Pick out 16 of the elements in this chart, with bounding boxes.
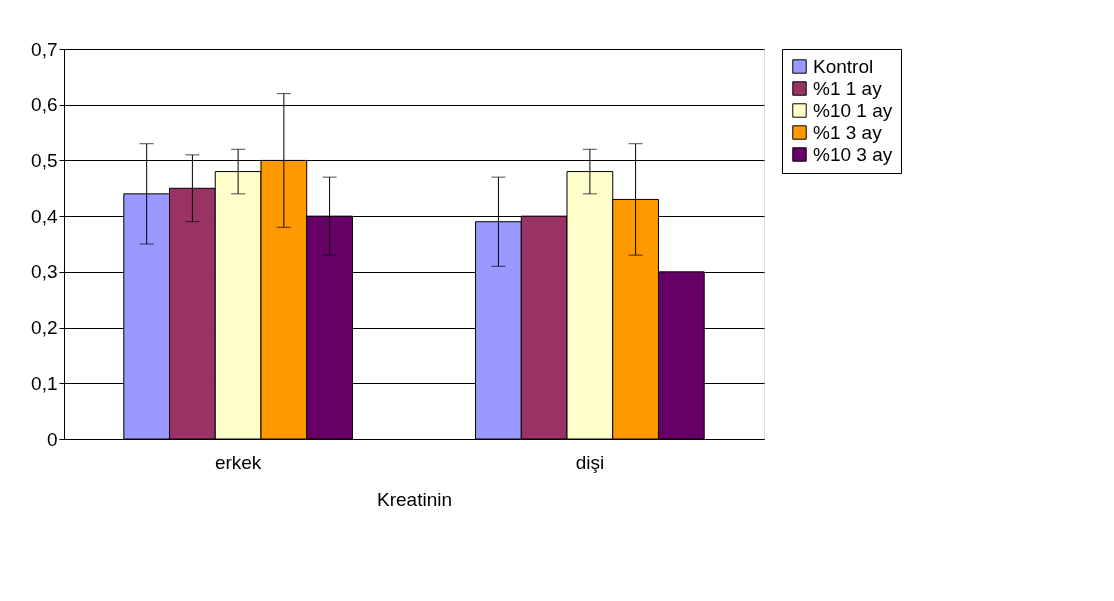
y-tick-label: 0 (46, 428, 58, 450)
y-tick-label: 0,6 (31, 94, 58, 116)
legend-label: %1 1 ay (813, 77, 883, 99)
legend-label: %1 3 ay (813, 121, 883, 143)
y-tick-label: 0,3 (31, 261, 58, 283)
y-tick-label: 0,7 (31, 38, 58, 60)
y-tick-label: 0,4 (31, 205, 58, 227)
legend-label: %10 1 ay (813, 99, 893, 121)
x-tick-label: erkek (214, 451, 262, 473)
legend-label: Kontrol (813, 55, 874, 77)
x-axis-title: Kreatinin (377, 488, 452, 510)
x-tick-label: dişi (575, 451, 605, 473)
y-tick-label: 0,2 (31, 317, 58, 339)
y-tick-label: 0,1 (31, 372, 58, 394)
y-tick-label: 0,5 (31, 149, 58, 171)
legend-label: %10 3 ay (813, 143, 893, 165)
